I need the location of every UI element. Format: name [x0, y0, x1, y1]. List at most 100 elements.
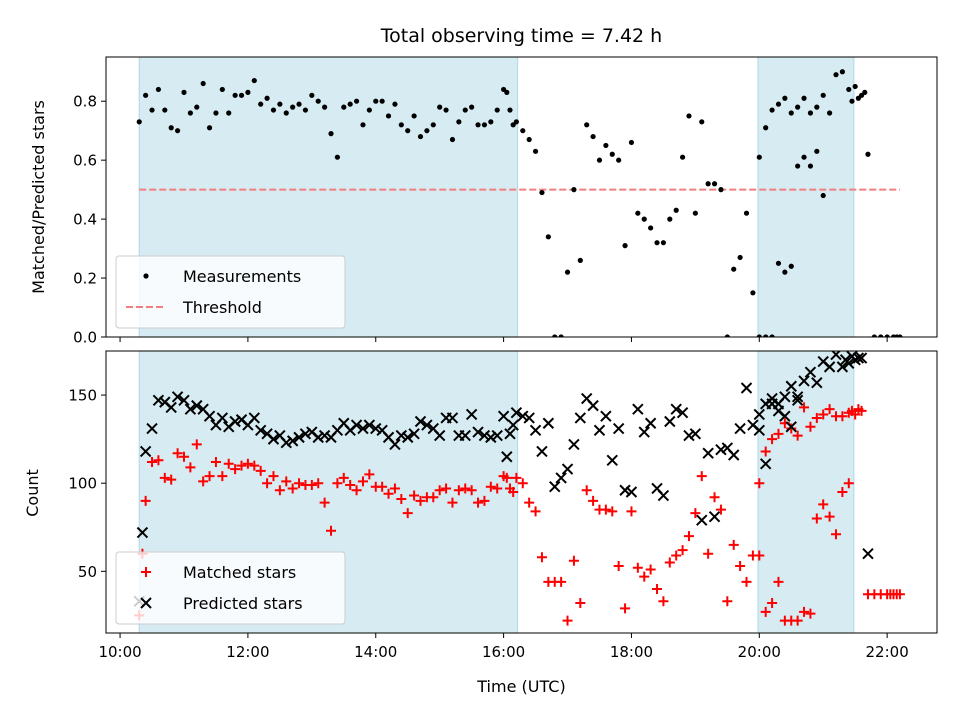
matched-star-point [831, 529, 842, 540]
measurement-point [884, 334, 890, 337]
predicted-star-point [286, 435, 299, 447]
matched-star-point [850, 409, 861, 420]
predicted-star-point [152, 394, 165, 407]
matched-star-point [652, 583, 663, 594]
measurement-point [168, 125, 174, 131]
measurement-point [750, 290, 756, 296]
matched-star-point [741, 576, 752, 587]
legend-box [115, 551, 346, 625]
measurement-point [283, 110, 289, 116]
matched-star-point [511, 472, 522, 483]
matched-star-point [735, 561, 746, 572]
matched-star-point [191, 439, 202, 450]
measurement-point [437, 104, 443, 110]
measurement-point [143, 92, 149, 98]
matched-star-point [811, 513, 822, 524]
matched-star-point [837, 487, 848, 497]
measurement-point [878, 334, 884, 337]
predicted-star-point [357, 422, 369, 435]
predicted-star-point [459, 429, 471, 442]
predicted-star-point [517, 410, 529, 422]
predicted-star-point [791, 394, 804, 407]
matched-star-point [773, 576, 784, 587]
measurement-point [782, 269, 788, 275]
measurement-point [801, 154, 807, 160]
matched-star-point [415, 495, 426, 506]
count-y-tick-label: 50 [78, 563, 97, 581]
matched-star-point [249, 460, 260, 471]
predicted-star-point [632, 403, 644, 415]
matched-star-point [824, 511, 835, 522]
matched-star-point [856, 405, 867, 416]
x-tick-label: 16:00 [482, 643, 525, 661]
measurement-point [865, 151, 871, 157]
predicted-star-point [600, 410, 612, 422]
matched-star-point [294, 478, 305, 489]
predicted-star-point [504, 428, 516, 440]
matched-star-point [185, 462, 196, 473]
measurement-point [251, 77, 257, 84]
matched-star-point [607, 506, 618, 517]
matched-star-point [236, 460, 247, 471]
predicted-star-point [408, 428, 420, 440]
measurement-point [532, 148, 539, 154]
legend-predicted-marker [140, 597, 152, 609]
matched-star-point [255, 465, 266, 476]
matched-star-point [441, 483, 452, 494]
predicted-star-point [318, 429, 331, 442]
matched-star-point [460, 483, 471, 494]
measurement-point [724, 334, 730, 337]
x-tick-label: 10:00 [98, 643, 141, 661]
matched-star-point [383, 488, 394, 499]
predicted-star-point [389, 438, 401, 451]
predicted-star-point [683, 429, 695, 442]
predicted-star-point [229, 415, 241, 428]
measurement-point [571, 187, 577, 193]
matched-star-point [639, 571, 650, 582]
measurement-point [417, 133, 424, 140]
matched-star-point [818, 409, 829, 420]
matched-star-point [524, 497, 535, 508]
measurement-point [507, 107, 513, 113]
matched-star-point [600, 504, 611, 515]
predicted-star-point [689, 428, 702, 440]
measurement-point [603, 142, 609, 149]
predicted-star-point [478, 429, 491, 442]
matched-star-point [754, 478, 765, 489]
predicted-star-point [536, 445, 548, 458]
predicted-star-point [593, 424, 606, 437]
measurement-point [309, 92, 315, 98]
predicted-star-point [612, 422, 625, 435]
predicted-star-point [184, 403, 197, 415]
matched-star-point [351, 485, 362, 496]
measurement-point [616, 157, 622, 163]
matched-star-point [479, 495, 490, 506]
predicted-star-point [485, 431, 497, 444]
measurement-point [494, 107, 500, 113]
measurement-point [443, 107, 449, 113]
ratio-observing-span [757, 56, 855, 338]
matched-star-point [223, 458, 234, 469]
matched-star-point [501, 472, 512, 483]
predicted-star-point [734, 422, 746, 435]
measurement-point [264, 95, 270, 101]
measurement-point [513, 119, 519, 125]
predicted-star-point [574, 412, 587, 424]
legend-entry-label: Threshold [182, 298, 262, 317]
predicted-star-point [555, 472, 567, 484]
predicted-star-point [804, 366, 817, 378]
matched-star-point [709, 492, 720, 503]
matched-star-point [204, 471, 215, 482]
measurement-point [219, 86, 225, 93]
ratio-panel: 0.0 0.2 0.4 0.6 0.8 Measurements Threshold [73, 56, 938, 347]
predicted-star-point [811, 377, 823, 389]
predicted-star-point [625, 486, 638, 498]
matched-star-point [262, 478, 273, 489]
predicted-star-point [753, 424, 766, 437]
measurement-point [756, 154, 762, 160]
measurement-point [641, 216, 647, 222]
matched-star-point [230, 464, 241, 475]
measurement-point [430, 122, 436, 128]
matched-star-point [147, 457, 158, 468]
predicted-star-point [670, 403, 682, 415]
